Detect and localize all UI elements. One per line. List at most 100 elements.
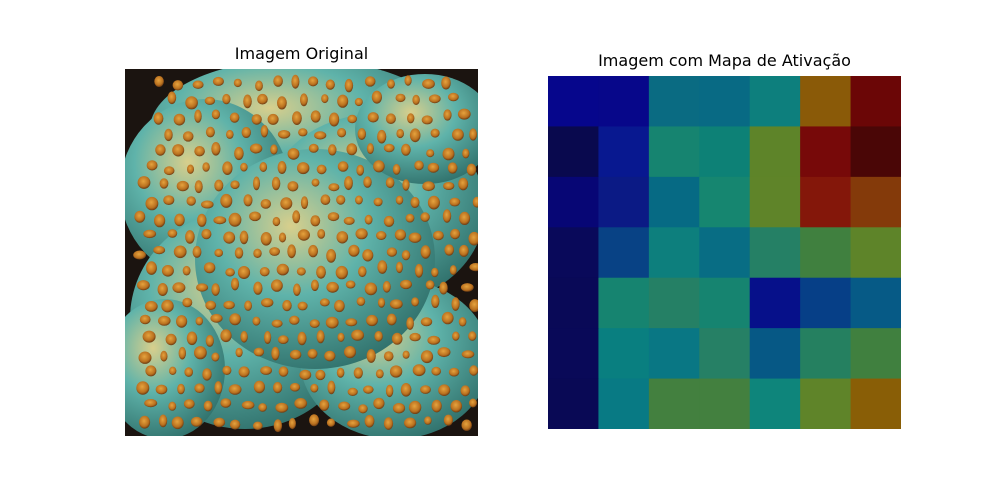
- hole: [211, 283, 220, 296]
- hole: [273, 75, 283, 87]
- hole: [358, 404, 368, 414]
- hole: [376, 231, 387, 240]
- hole: [401, 143, 411, 156]
- hole: [391, 332, 403, 345]
- hole: [195, 316, 203, 326]
- hole: [406, 317, 414, 330]
- heatmap-cell-r6-c0: [548, 378, 599, 429]
- heatmap-cell-r4-c2: [648, 277, 700, 329]
- hole: [288, 418, 296, 430]
- heatmap-cell-r1-c1: [598, 126, 650, 178]
- hole: [253, 281, 263, 295]
- hole: [287, 244, 296, 259]
- hole: [145, 196, 159, 211]
- hole: [271, 319, 283, 328]
- heatmap-cell-r5-c2: [648, 328, 700, 380]
- hole: [161, 299, 174, 313]
- hole: [194, 180, 203, 194]
- hole: [447, 162, 458, 174]
- hole: [460, 283, 474, 292]
- hole: [377, 129, 387, 144]
- hole: [182, 265, 191, 276]
- hole: [385, 177, 395, 189]
- hole: [469, 398, 477, 408]
- hole: [222, 93, 231, 105]
- hole: [382, 281, 391, 293]
- hole: [183, 399, 195, 409]
- hole: [211, 142, 221, 156]
- hole: [458, 177, 469, 191]
- hole: [136, 381, 150, 395]
- hole: [292, 111, 302, 125]
- hole: [165, 333, 177, 346]
- hole: [364, 282, 378, 296]
- hole: [186, 196, 196, 206]
- hole: [443, 109, 452, 121]
- hole: [244, 300, 252, 311]
- hole: [412, 94, 420, 105]
- hole: [299, 369, 312, 380]
- hole: [212, 76, 224, 86]
- heatmap-cell-r2-c4: [749, 176, 801, 228]
- hole: [457, 108, 471, 120]
- hole: [427, 335, 441, 345]
- hole: [402, 179, 410, 191]
- hole: [253, 176, 260, 191]
- hole: [296, 267, 306, 276]
- hole: [278, 366, 289, 377]
- hole: [294, 398, 308, 409]
- hole: [205, 126, 215, 138]
- hole: [172, 144, 185, 157]
- heatmap-cell-r3-c6: [850, 227, 901, 279]
- heatmap-cell-r0-c5: [800, 76, 852, 127]
- hole: [389, 365, 403, 378]
- hole: [167, 229, 178, 238]
- heatmap-cell-r1-c5: [800, 126, 852, 178]
- hole: [420, 350, 434, 364]
- hole: [441, 311, 454, 325]
- hole: [319, 399, 330, 411]
- hole: [308, 244, 318, 258]
- hole: [336, 231, 349, 244]
- hole: [163, 166, 175, 176]
- hole: [272, 216, 281, 227]
- hole: [327, 380, 336, 395]
- hole: [346, 143, 358, 156]
- hole: [144, 301, 158, 312]
- hole: [345, 280, 356, 289]
- hole: [315, 369, 326, 381]
- hole: [451, 297, 460, 311]
- hole: [185, 230, 195, 244]
- hole: [240, 162, 248, 172]
- hole: [354, 97, 363, 107]
- hole: [226, 129, 234, 139]
- hole: [271, 279, 283, 292]
- hole: [431, 267, 439, 278]
- heatmap-cell-r3-c0: [548, 227, 599, 279]
- hole: [172, 282, 186, 293]
- hole: [345, 318, 358, 327]
- hole: [427, 195, 440, 210]
- hole: [154, 214, 166, 228]
- hole: [137, 176, 151, 189]
- hole: [257, 93, 268, 105]
- heatmap-cell-r5-c3: [699, 328, 751, 380]
- hole: [337, 332, 345, 342]
- heatmap-cell-r2-c5: [800, 176, 852, 228]
- hole: [404, 417, 417, 429]
- hole: [431, 366, 442, 376]
- hole: [213, 417, 226, 428]
- hole: [327, 212, 340, 222]
- hole: [241, 400, 255, 410]
- heatmap-cell-r0-c0: [548, 76, 599, 127]
- hole: [363, 176, 372, 188]
- hole: [163, 195, 175, 205]
- hole: [173, 245, 187, 259]
- hole: [347, 419, 360, 428]
- hole: [139, 314, 151, 325]
- hole: [154, 76, 164, 87]
- hole: [190, 416, 203, 427]
- sculpture-holes: [133, 74, 478, 433]
- hole: [459, 211, 471, 225]
- hole: [308, 143, 319, 153]
